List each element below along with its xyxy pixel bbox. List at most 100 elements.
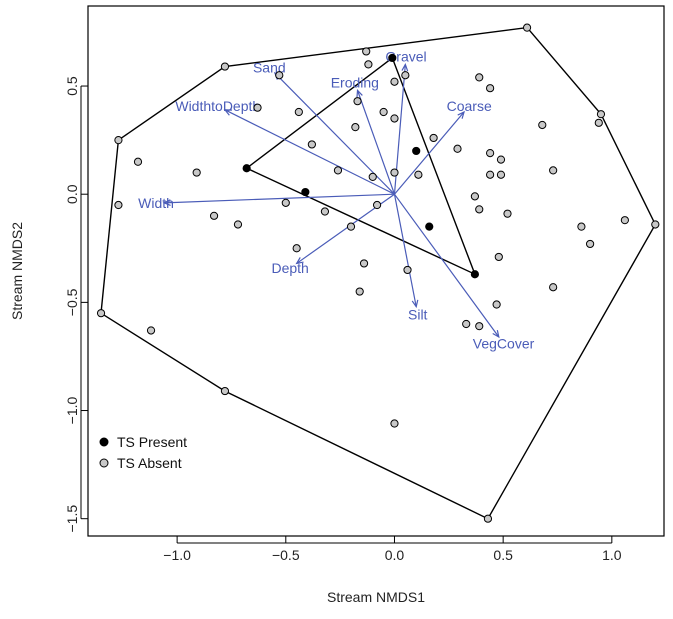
point-ts-absent [462, 319, 471, 329]
vector-arrowhead [457, 110, 465, 119]
point-ts-absent [114, 200, 123, 210]
x-axis-title: Stream NMDS1 [327, 589, 425, 605]
x-tick-label: −1.0 [163, 547, 191, 563]
x-tick-label: −0.5 [272, 547, 300, 563]
point-ts-present [470, 270, 479, 279]
point-ts-absent [362, 47, 371, 56]
point-ts-absent [346, 222, 356, 231]
point-ts-absent [209, 211, 219, 220]
point-ts-absent [368, 172, 377, 181]
point-ts-absent [429, 133, 438, 143]
point-ts-absent [133, 157, 143, 166]
vector-label-gravel: Gravel [385, 48, 426, 64]
point-ts-absent [372, 200, 382, 210]
y-tick-label: 0.5 [64, 76, 80, 96]
point-ts-absent [486, 84, 495, 93]
vector-arrowhead [492, 330, 500, 339]
point-ts-absent [453, 144, 462, 153]
vector-arrowhead [411, 299, 419, 309]
point-ts-present [301, 187, 310, 197]
point-ts-absent [522, 23, 532, 32]
point-ts-absent [333, 166, 343, 175]
y-tick-label: 0.0 [64, 184, 80, 204]
point-ts-absent [390, 168, 399, 177]
point-ts-absent [114, 136, 123, 145]
legend: TS Present TS Absent [99, 434, 187, 471]
legend-label-absent: TS Absent [117, 455, 182, 471]
point-ts-absent [355, 287, 364, 296]
point-ts-absent [596, 110, 606, 119]
point-ts-absent [470, 192, 479, 201]
vector-arrowhead [162, 199, 171, 207]
point-ts-absent [403, 265, 412, 275]
plot-frame [87, 5, 665, 537]
vector-arrowhead [401, 62, 409, 72]
y-axis-title: Stream NMDS2 [9, 222, 25, 320]
point-ts-absent [577, 222, 586, 231]
point-ts-present [388, 53, 397, 63]
y-tick-label: −1.0 [64, 396, 80, 424]
vector-label-sand: Sand [253, 59, 286, 75]
point-ts-absent [320, 207, 330, 216]
point-ts-absent [390, 114, 399, 123]
point-ts-present [242, 164, 251, 173]
y-tick-label: −1.5 [64, 505, 80, 533]
vector-label-widthtodepth: WidthtoDepth [175, 98, 260, 114]
vector-arrowhead [223, 109, 232, 116]
point-ts-absent [585, 239, 595, 249]
vector-label-silt: Silt [408, 306, 428, 322]
point-ts-absent [483, 514, 493, 523]
vector-vegcover [393, 193, 500, 338]
vector-width [164, 193, 395, 204]
hull-ts-present [245, 56, 477, 276]
point-layer [96, 23, 660, 523]
vector-eroding [356, 90, 396, 195]
point-ts-absent [549, 166, 558, 175]
point-ts-absent [192, 168, 201, 177]
point-ts-absent [496, 155, 506, 164]
point-ts-absent [475, 322, 484, 331]
point-ts-absent [281, 198, 290, 207]
vector-label-width: Width [138, 195, 174, 211]
point-ts-absent [220, 62, 230, 71]
vector-silt [393, 194, 417, 307]
point-ts-absent [486, 149, 495, 158]
point-ts-present [425, 222, 434, 231]
vector-arrowhead [356, 88, 363, 98]
point-ts-absent [364, 60, 373, 69]
x-tick-label: 1.0 [602, 547, 622, 563]
point-ts-absent [492, 300, 501, 309]
legend-label-present: TS Present [117, 434, 187, 450]
point-ts-absent [549, 283, 558, 292]
point-ts-absent [494, 252, 503, 262]
point-ts-absent [414, 170, 423, 179]
point-ts-absent [390, 77, 399, 86]
point-ts-absent [486, 170, 495, 179]
point-ts-absent [220, 386, 230, 396]
point-ts-absent [651, 220, 660, 229]
point-ts-absent [253, 103, 262, 112]
point-ts-absent [275, 71, 284, 80]
point-ts-absent [233, 220, 243, 229]
point-ts-absent [390, 419, 399, 428]
point-ts-absent [401, 71, 410, 80]
legend-marker-present [99, 437, 109, 447]
point-ts-absent [292, 244, 301, 253]
point-ts-absent [294, 107, 303, 117]
vector-layer: Sand Gravel Eroding WidthtoDepth Coarse Width… [138, 48, 534, 351]
point-ts-absent [538, 120, 547, 130]
vector-label-eroding: Eroding [331, 75, 379, 91]
point-ts-absent [146, 326, 156, 335]
vector-coarse [394, 111, 465, 195]
vector-arrowhead [295, 257, 304, 265]
point-ts-absent [359, 259, 369, 268]
point-ts-present [412, 146, 421, 156]
vector-label-coarse: Coarse [447, 98, 492, 114]
point-ts-absent [475, 73, 484, 82]
axis-layer: −1.0 −0.5 0.0 0.5 1.0 0.5 0.0 −0.5 −1.0 −1.5 [64, 76, 622, 563]
point-ts-absent [620, 216, 629, 225]
point-ts-absent [96, 309, 106, 318]
point-ts-absent [475, 205, 484, 214]
